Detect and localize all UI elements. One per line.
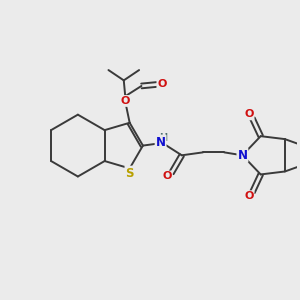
Text: O: O [244,191,254,201]
Text: O: O [158,79,167,89]
Text: N: N [237,149,248,162]
Text: N: N [156,136,166,148]
Text: O: O [244,110,254,119]
Text: H: H [159,133,167,143]
Text: O: O [162,172,172,182]
Text: S: S [125,167,134,180]
Text: O: O [121,96,130,106]
